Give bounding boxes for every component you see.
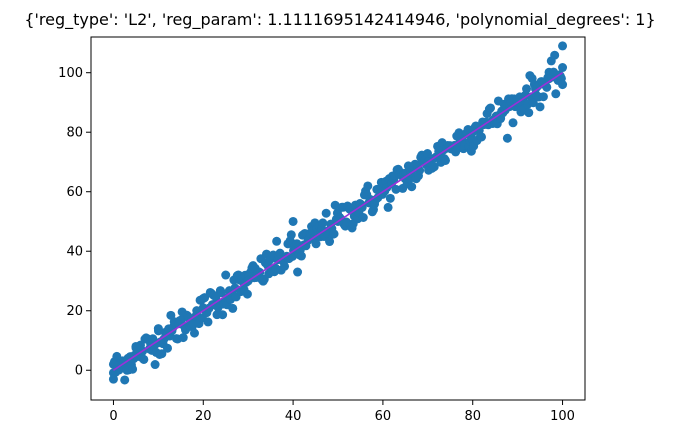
data-point <box>153 324 163 334</box>
data-point <box>358 213 368 222</box>
data-point <box>131 341 141 351</box>
data-point <box>189 328 199 338</box>
data-point <box>139 354 149 364</box>
y-tick-label: 20 <box>66 304 83 319</box>
fit-line-layer <box>113 72 563 371</box>
data-point <box>286 230 296 240</box>
data-point <box>330 200 340 210</box>
y-tick-label: 60 <box>66 185 83 200</box>
data-point <box>429 162 439 172</box>
data-point <box>357 202 367 212</box>
data-point <box>228 303 238 313</box>
data-point <box>522 84 532 94</box>
data-point <box>218 310 228 320</box>
y-axis: 0 20 40 60 80 100 <box>58 66 91 379</box>
y-tick-label: 0 <box>75 364 83 379</box>
data-point <box>363 181 373 191</box>
data-point <box>321 208 331 218</box>
data-point <box>108 374 118 384</box>
data-point <box>296 251 306 261</box>
data-point <box>551 89 561 99</box>
data-point <box>157 349 167 359</box>
data-point <box>385 193 395 203</box>
data-point <box>318 218 328 228</box>
data-point <box>150 360 160 370</box>
y-tick-label: 100 <box>58 66 83 81</box>
chart-title: {'reg_type': 'L2', 'reg_param': 1.111169… <box>24 10 655 30</box>
data-points-layer <box>108 41 568 385</box>
data-point <box>542 82 552 92</box>
data-point <box>407 182 417 192</box>
data-point <box>502 133 512 143</box>
plot-area-frame <box>90 36 586 401</box>
data-point <box>203 317 213 327</box>
data-point <box>288 216 298 226</box>
data-point <box>558 41 568 51</box>
data-point <box>280 261 290 271</box>
data-point <box>558 80 568 90</box>
data-point <box>120 375 130 385</box>
data-point <box>162 343 172 353</box>
data-point <box>524 108 534 118</box>
data-point <box>550 50 560 60</box>
data-point <box>178 333 188 343</box>
x-tick-label: 20 <box>195 409 212 424</box>
data-point <box>242 289 252 299</box>
x-axis: 0 20 40 60 80 100 <box>109 400 575 424</box>
fit-line <box>113 72 563 371</box>
data-point <box>311 239 321 249</box>
data-point <box>128 364 138 374</box>
data-point <box>293 267 303 277</box>
data-point <box>508 118 518 128</box>
data-point <box>477 132 487 142</box>
data-point <box>108 359 118 369</box>
y-tick-label: 80 <box>66 126 83 141</box>
data-point <box>383 202 393 212</box>
y-tick-label: 40 <box>66 245 83 260</box>
x-tick-label: 80 <box>464 409 481 424</box>
data-point <box>535 102 545 112</box>
data-point <box>221 270 231 280</box>
data-point <box>325 237 335 247</box>
data-point <box>329 229 339 239</box>
data-point <box>217 288 227 298</box>
data-point <box>272 236 282 246</box>
x-tick-label: 60 <box>375 409 392 424</box>
x-tick-label: 40 <box>285 409 302 424</box>
x-tick-label: 100 <box>550 409 575 424</box>
data-point <box>538 92 548 102</box>
data-point <box>440 155 450 165</box>
data-point <box>558 63 568 73</box>
data-point <box>486 103 496 113</box>
x-tick-label: 0 <box>109 409 117 424</box>
data-point <box>528 98 538 108</box>
data-point <box>391 184 401 194</box>
